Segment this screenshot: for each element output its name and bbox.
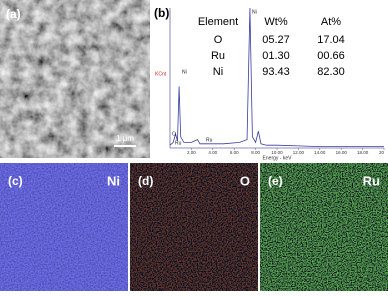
table-cell: 17.04 [317, 34, 345, 46]
table-cell: 82.30 [317, 66, 345, 78]
x-tick-label: 18.00 [357, 150, 369, 155]
peak-label: O [172, 131, 176, 137]
x-axis-label: Energy - keV [263, 155, 293, 161]
table-cell: 00.66 [317, 50, 345, 62]
panel-label: (d) [138, 174, 153, 188]
peak-label: Ni [252, 9, 257, 15]
ru-map [260, 163, 388, 291]
table-cell: Ni [213, 66, 223, 78]
sem-image [0, 0, 150, 158]
eds-panel: (b) Element Wt% At% [154, 6, 341, 28]
panel-label: (a) [6, 7, 21, 21]
panel-label: (e) [268, 174, 283, 188]
table-header: At% [321, 16, 341, 28]
spectrum-line [169, 7, 384, 148]
table-cell: O [214, 34, 223, 46]
element-label: O [240, 173, 250, 188]
ni-map [0, 163, 128, 291]
y-axis-label: KCnt [155, 71, 167, 77]
element-label: Ru [363, 173, 380, 188]
panel-label: (b) [154, 6, 169, 20]
o-map [130, 163, 258, 291]
element-label: Ni [107, 173, 120, 188]
x-tick-label: 8.00 [251, 150, 260, 155]
panel-label: (c) [8, 174, 23, 188]
table-cell: 05.27 [262, 34, 290, 46]
table-cell: Ru [211, 50, 225, 62]
x-tick-label: 2.00 [187, 150, 196, 155]
table-header: Element [198, 16, 238, 28]
x-tick-label: 10.00 [271, 150, 283, 155]
peak-label: Ru [206, 137, 213, 143]
table-header: Wt% [264, 16, 287, 28]
table-cell: 93.43 [262, 66, 290, 78]
peak-label: Ru [175, 140, 182, 146]
x-tick-label: 20 [379, 150, 385, 155]
x-tick-label: 4.00 [208, 150, 217, 155]
x-tick-label: 6.00 [230, 150, 239, 155]
x-tick-label: 16.00 [336, 150, 348, 155]
x-tick-label: 14.00 [314, 150, 326, 155]
table-cell: 01.30 [262, 50, 290, 62]
x-tick-label: 12.00 [293, 150, 305, 155]
peak-label: Ni [182, 69, 187, 75]
scale-bar-label: 1 μm [116, 134, 134, 143]
